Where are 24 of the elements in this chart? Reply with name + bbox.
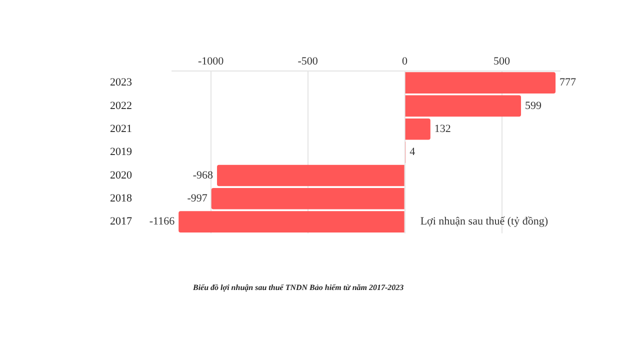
data-label: -997 bbox=[187, 192, 208, 205]
data-label: -968 bbox=[192, 169, 214, 182]
y-tick-label: 2022 bbox=[110, 100, 132, 112]
x-tick-label: -1000 bbox=[198, 55, 224, 68]
bar bbox=[217, 164, 404, 186]
bar bbox=[405, 95, 522, 117]
y-tick-label: 2018 bbox=[110, 192, 132, 205]
data-label: 4 bbox=[410, 146, 416, 158]
data-label: -1166 bbox=[149, 216, 176, 228]
y-tick-label: 2023 bbox=[110, 76, 132, 89]
y-tick-label: 2017 bbox=[110, 216, 132, 228]
data-label: 599 bbox=[525, 100, 542, 112]
text: Biểu đồ lợi nhuận sau thuế TNDN Bảo hiểm từ năm 2017-2023 bbox=[193, 283, 404, 292]
y-tick-label: 2019 bbox=[110, 146, 132, 158]
x-tick-label: 0 bbox=[402, 55, 408, 68]
y-tick-label: 2020 bbox=[110, 169, 132, 182]
bar bbox=[405, 72, 556, 94]
y-tick-label: 2021 bbox=[110, 123, 132, 136]
data-label: 777 bbox=[560, 76, 577, 89]
x-tick-label: -500 bbox=[298, 55, 318, 68]
x-tick-label: 500 bbox=[494, 55, 511, 68]
x-axis-title: Lợi nhuận sau thuế (tỷ đồng) bbox=[420, 215, 548, 228]
data-label: 132 bbox=[434, 123, 451, 136]
bar bbox=[405, 118, 430, 140]
